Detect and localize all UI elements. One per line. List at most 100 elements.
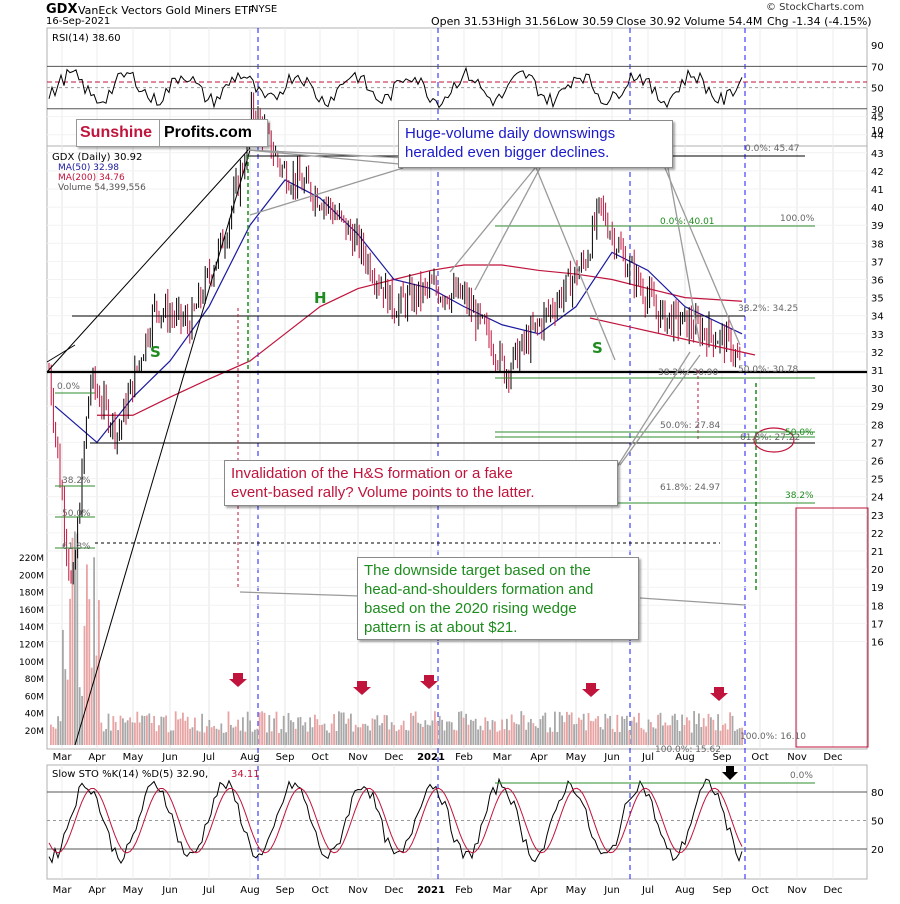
volume-bar: [338, 711, 340, 745]
volume-bar: [412, 715, 415, 745]
volume-bar: [191, 727, 194, 745]
volume-bar: [441, 719, 443, 745]
volume-bar: [705, 726, 707, 745]
volume-bar: [688, 720, 691, 745]
volume-bar: [280, 729, 283, 745]
rsi-label: RSI(14) 38.60: [52, 33, 121, 44]
sto-k-line: [48, 777, 743, 864]
volume-bar: [90, 667, 93, 745]
sto-label: Slow STO %K(14) %D(5) 32.90,: [52, 769, 208, 780]
volume-bar: [707, 713, 710, 745]
volume-bar: [388, 729, 391, 745]
volume-bar: [246, 711, 249, 745]
volume-bar: [342, 712, 345, 745]
volume-bar: [107, 713, 110, 745]
month-label-bottom: Jun: [161, 885, 178, 896]
volume-bar: [263, 712, 266, 745]
volume-bar: [333, 714, 335, 745]
volume-bar: [131, 722, 134, 745]
volume-bar: [126, 720, 129, 745]
volume-bar: [424, 720, 427, 745]
volume-bar: [405, 729, 407, 745]
volume-bar: [102, 731, 105, 745]
month-label: Jul: [202, 752, 215, 763]
volume-bar: [587, 712, 590, 745]
price-tick-label: 27: [871, 438, 884, 449]
month-label: Dec: [823, 752, 842, 763]
volume-tick-label: 20M: [25, 727, 44, 737]
volume-bar: [141, 715, 143, 745]
price-tick-label: 20: [871, 565, 884, 576]
volume-bar: [251, 731, 254, 745]
callout-pointer: [474, 167, 541, 291]
month-label-bottom: Jul: [641, 885, 654, 896]
right-shoulder-trend: [589, 317, 756, 356]
volume-bar: [194, 717, 196, 745]
volume-bar: [153, 715, 155, 745]
volume-bar: [700, 727, 703, 745]
volume-bar: [575, 723, 578, 745]
volume-bar: [59, 721, 62, 745]
price-tick-label: 34: [871, 312, 884, 323]
month-label: Apr: [88, 752, 106, 763]
volume-bar: [712, 719, 715, 745]
volume-bar: [74, 531, 76, 745]
fib-label: 61.8%: [62, 542, 91, 552]
price-tick-label: 36: [871, 276, 884, 287]
volume-bar: [314, 714, 316, 745]
volume-bar: [477, 729, 479, 745]
month-label: Apr: [530, 752, 548, 763]
target-callout: The downside target based on the head-an…: [357, 557, 639, 640]
volume-bar: [719, 730, 722, 745]
month-label-bottom: Apr: [88, 885, 106, 896]
volume-bar: [690, 732, 693, 745]
volume-tick-label: 120M: [19, 641, 44, 651]
wedge-left: [46, 344, 76, 363]
month-label: Oct: [311, 752, 328, 763]
volume-bar: [592, 721, 595, 745]
volume-bar: [623, 718, 626, 745]
fib-label: 0.0%: [57, 382, 80, 392]
open-value: Open 31.53: [431, 15, 496, 28]
volume-bar: [606, 718, 609, 745]
volume-bar: [321, 724, 323, 745]
black-sto-arrow: [722, 766, 738, 780]
volume-bar: [546, 732, 549, 745]
volume-tick-label: 160M: [19, 606, 44, 616]
volume-bar: [330, 723, 333, 745]
volume-bar: [134, 722, 136, 745]
volume-bar: [669, 725, 671, 745]
price-tick-label: 40: [871, 203, 884, 214]
rsi-tick-label: 10: [871, 126, 884, 137]
volume-bar: [292, 722, 295, 745]
volume-bar: [254, 729, 256, 745]
volume-bar: [611, 728, 614, 745]
month-label-bottom: Sep: [276, 885, 295, 896]
price-tick-label: 19: [871, 583, 884, 594]
callout-pointer: [639, 597, 746, 606]
volume-bar: [585, 730, 587, 745]
volume-bar: [323, 723, 326, 745]
month-label-bottom: Jul: [202, 885, 215, 896]
volume-bar: [734, 730, 736, 745]
price-tick-label: 31: [871, 366, 884, 377]
month-label-bottom: Feb: [455, 885, 473, 896]
volume-bar: [201, 713, 203, 745]
price-tick-label: 30: [871, 384, 884, 395]
month-label-bottom: Dec: [823, 885, 842, 896]
volume-bar: [150, 722, 153, 745]
rsi-tick-label: 30: [871, 105, 884, 116]
volume-bar: [66, 679, 69, 745]
volume-bar: [647, 719, 650, 745]
volume-bar: [64, 669, 67, 745]
volume-bar: [393, 725, 395, 745]
volume-bar: [57, 716, 59, 745]
volume-tick-label: 80M: [25, 675, 44, 685]
volume-bar: [443, 730, 446, 745]
volume-bar: [326, 730, 328, 745]
invalidation-callout: Invalidation of the H&S formation or a f…: [224, 460, 618, 506]
volume-bar: [472, 720, 475, 745]
volume-bar: [138, 722, 141, 745]
volume-bar: [537, 727, 539, 745]
volume-bar: [438, 716, 441, 745]
